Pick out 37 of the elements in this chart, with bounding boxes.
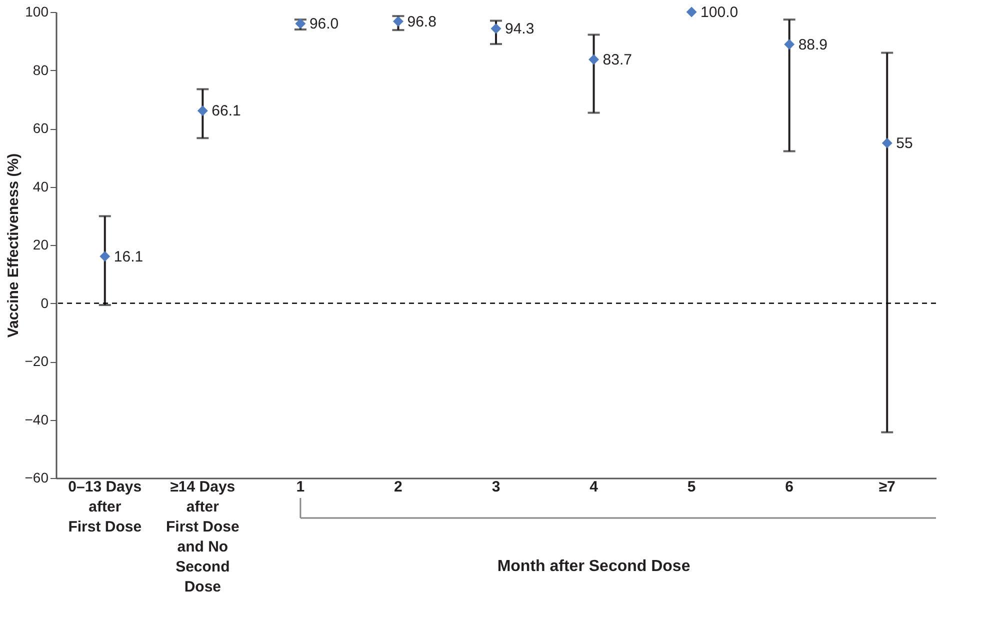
data-label: 55 [896, 135, 913, 152]
data-label: 88.9 [798, 36, 828, 54]
x-tick-label: 1 [296, 478, 305, 496]
point [784, 39, 795, 50]
text: Month after Second Dose [497, 558, 690, 575]
point [100, 251, 110, 262]
y-tick-label: −60 [24, 470, 49, 486]
point [686, 6, 697, 18]
y-tick-label: 0 [40, 294, 49, 311]
point [588, 54, 600, 65]
data-label: 94.3 [505, 20, 534, 38]
data-label: 96.0 [309, 16, 339, 33]
y-tick-label: 20 [32, 236, 49, 252]
x-tick-label: 2 [394, 478, 402, 496]
data-label: 96.8 [407, 13, 436, 30]
data-label: 83.7 [602, 51, 632, 68]
y-tick-label: 40 [32, 178, 49, 194]
y-axis-title: Vaccine Effectiveness (%) [4, 153, 22, 338]
y-tick-label: 60 [32, 120, 49, 136]
x-tick-label: 6 [785, 478, 794, 496]
x-tick-label: ≥14 Days after First Dose and No Second Dose [166, 478, 240, 596]
data-label: 16.1 [114, 248, 144, 266]
data-label: 100.0 [700, 4, 738, 21]
point [392, 16, 404, 27]
data-label: 66.1 [212, 102, 241, 120]
y-tick-label: 80 [32, 62, 49, 78]
y-tick-label: 100 [25, 4, 49, 20]
y-tick-label: −40 [24, 411, 49, 428]
x-tick-label: ≥7 [878, 478, 896, 496]
x-tick-label: 5 [687, 478, 696, 496]
point [197, 105, 208, 116]
x-tick-label: 3 [492, 478, 500, 496]
point [882, 138, 892, 148]
x-tick-label: 0–13 Days after First Dose [68, 478, 142, 536]
point [490, 23, 502, 34]
y-tick-label: −20 [24, 353, 49, 369]
x-tick-label: 4 [590, 478, 599, 496]
